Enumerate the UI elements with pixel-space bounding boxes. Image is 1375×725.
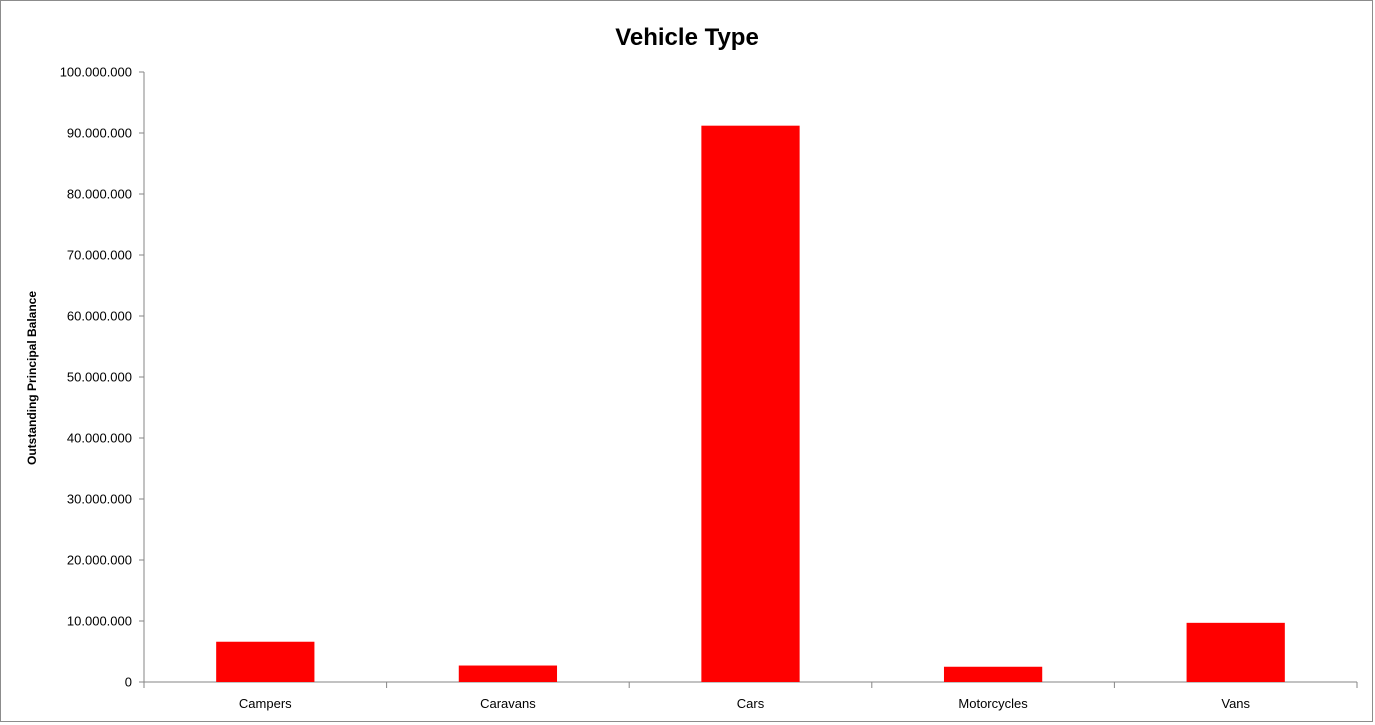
bar-series [216, 125, 1285, 683]
y-tick-label: 20.000.000 [67, 553, 132, 568]
y-tick-label: 60.000.000 [67, 309, 132, 324]
x-tick-label: Motorcycles [958, 696, 1028, 711]
y-tick-label: 30.000.000 [67, 492, 132, 507]
bar-caravans [458, 665, 558, 682]
y-tick-label: 0 [125, 675, 132, 690]
chart-title: Vehicle Type [615, 24, 759, 51]
y-axis-title: Outstanding Principal Balance [25, 291, 39, 465]
x-tick-label: Campers [239, 696, 292, 711]
y-tick-label: 100.000.000 [60, 65, 132, 80]
x-tick-label: Vans [1221, 696, 1250, 711]
y-tick-label: 50.000.000 [67, 370, 132, 385]
y-axis: 0 10.000.000 20.000.000 30.000.000 40.000.00… [60, 65, 145, 690]
bar-cars [701, 125, 800, 683]
bar-vans [1186, 622, 1285, 682]
y-tick-label: 40.000.000 [67, 431, 132, 446]
x-axis: Campers Caravans Cars Motorcycles Vans [143, 681, 1358, 711]
y-tick-label: 70.000.000 [67, 248, 132, 263]
y-tick-label: 80.000.000 [67, 187, 132, 202]
y-tick-label: 10.000.000 [67, 614, 132, 629]
bar-motorcycles [943, 666, 1043, 682]
bar-campers [216, 641, 315, 682]
x-tick-label: Cars [737, 696, 765, 711]
x-tick-label: Caravans [480, 696, 536, 711]
y-tick-label: 90.000.000 [67, 126, 132, 141]
